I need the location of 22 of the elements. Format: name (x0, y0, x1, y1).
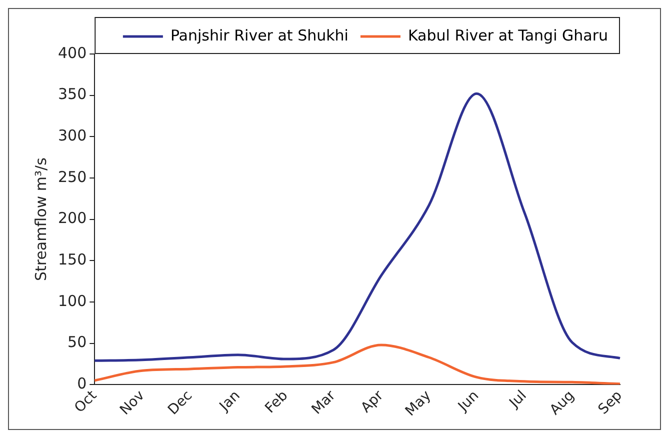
legend-label: Panjshir River at Shukhi (170, 26, 348, 44)
y-tick-label: 100 (58, 292, 87, 310)
y-tick-label: 150 (58, 250, 87, 269)
x-tick-label: Nov (117, 388, 148, 418)
legend-label: Kabul River at Tangi Gharu (408, 26, 608, 44)
x-tick-label: Jul (506, 388, 530, 412)
y-tick-label: 50 (68, 333, 87, 352)
y-tick-label: 400 (58, 44, 87, 62)
x-tick-label: Feb (262, 388, 292, 417)
y-tick-label: 200 (58, 209, 87, 228)
y-tick-label: 300 (58, 126, 87, 145)
x-tick-label: Dec (165, 388, 196, 418)
y-axis-title: Streamflow m³/s (32, 157, 50, 282)
line-series (93, 92, 622, 362)
y-tick-label: 350 (58, 85, 87, 104)
x-tick-label: Jun (454, 388, 482, 416)
y-tick-label: 0 (77, 374, 87, 393)
x-tick-label: Sep (595, 388, 626, 418)
x-tick-label: Apr (358, 388, 387, 416)
x-tick-label: Jan (216, 388, 244, 415)
y-tick-label: 250 (58, 168, 87, 186)
x-tick-label: Mar (308, 388, 340, 418)
